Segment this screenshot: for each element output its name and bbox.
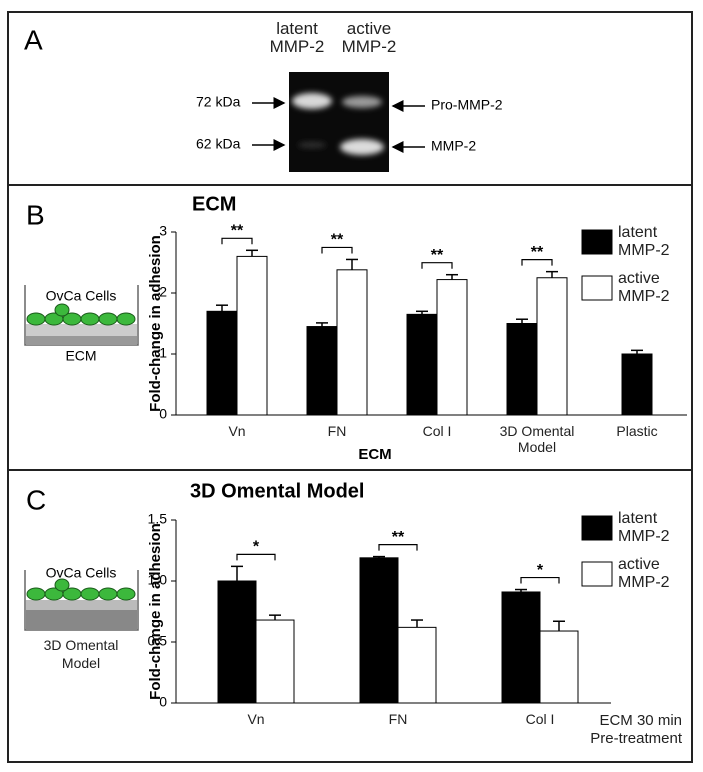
- bar: [306, 326, 338, 416]
- bar: [506, 323, 538, 416]
- significance-bracket: [421, 262, 453, 269]
- y-tick-label: 0: [159, 694, 167, 710]
- x-tick-label: 3D Omental Model: [499, 423, 575, 455]
- y-tick-label: 3: [159, 223, 167, 239]
- bar: [255, 619, 295, 704]
- significance-label: **: [431, 247, 444, 264]
- error-bar: [216, 304, 228, 312]
- bar: [536, 277, 568, 416]
- error-bar: [515, 588, 527, 592]
- y-tick-label: 0: [159, 406, 167, 422]
- error-bar: [231, 565, 243, 581]
- inset-label: OvCa Cells: [46, 565, 117, 581]
- error-bar: [546, 270, 558, 278]
- bar: [236, 255, 268, 416]
- legend-swatch: [581, 515, 613, 541]
- legend-label: latent MMP-2: [618, 224, 670, 259]
- y-tick-label: 2: [159, 284, 167, 300]
- panel-label: A: [24, 24, 43, 55]
- significance-label: **: [531, 244, 544, 261]
- inset-label: OvCa Cells: [46, 288, 117, 304]
- legend-swatch: [581, 561, 613, 587]
- x-tick-label: FN: [388, 711, 408, 727]
- error-bar: [631, 349, 643, 354]
- chart-title: 3D Omental Model: [190, 480, 364, 502]
- y-tick-label: 0.5: [148, 633, 168, 649]
- bar: [621, 353, 653, 416]
- y-tick-label: 1.5: [148, 511, 168, 527]
- significance-bracket: [378, 544, 418, 551]
- error-bar: [516, 318, 528, 324]
- error-bar: [553, 620, 565, 632]
- error-bar: [316, 322, 328, 327]
- bar: [206, 310, 238, 416]
- chart-title: ECM: [192, 193, 236, 215]
- kda-label: 72 kDa: [196, 94, 241, 110]
- x-tick-label: Vn: [228, 423, 246, 439]
- frame: [7, 11, 693, 763]
- blot: [289, 72, 389, 172]
- y-axis-label: Fold-change in adhesion: [147, 523, 164, 700]
- x-axis-label: ECM: [358, 446, 391, 463]
- error-bar: [346, 258, 358, 270]
- error-bar: [411, 619, 423, 628]
- band-label: MMP-2: [431, 138, 476, 154]
- inset-diagram: [24, 285, 139, 346]
- bar: [217, 580, 257, 704]
- panel-label: C: [26, 484, 46, 515]
- bar: [359, 557, 399, 704]
- x-tick-label: Col I: [422, 423, 452, 439]
- bar: [406, 313, 438, 416]
- x-axis-label: ECM 30 min Pre-treatment: [590, 712, 682, 747]
- x-tick-label: Vn: [247, 711, 265, 727]
- error-bar: [446, 273, 458, 280]
- lane-label: active MMP-2: [341, 19, 397, 56]
- panel-label: B: [26, 199, 45, 230]
- significance-bracket: [520, 576, 560, 584]
- bar: [397, 626, 437, 704]
- bar: [436, 279, 468, 416]
- significance-bracket: [321, 246, 353, 254]
- x-tick-label: Col I: [525, 711, 555, 727]
- band-label: Pro-MMP-2: [431, 97, 503, 113]
- legend-swatch: [581, 229, 613, 255]
- lane-label: latent MMP-2: [269, 19, 325, 56]
- x-tick-label: FN: [327, 423, 347, 439]
- significance-bracket: [221, 237, 253, 245]
- y-tick-label: 1.0: [148, 572, 168, 588]
- error-bar: [416, 310, 428, 315]
- legend-label: latent MMP-2: [618, 510, 670, 545]
- legend-label: active MMP-2: [618, 270, 670, 305]
- significance-bracket: [521, 259, 553, 266]
- y-axis-label: Fold-change in adhesion: [147, 235, 164, 412]
- y-tick-label: 1: [159, 345, 167, 361]
- blot-bands: [292, 93, 384, 155]
- bar: [501, 591, 541, 704]
- significance-label: **: [231, 223, 244, 240]
- bar: [336, 269, 368, 416]
- error-bar: [246, 249, 258, 257]
- error-bar: [373, 555, 385, 558]
- significance-label: *: [537, 562, 544, 579]
- legend-swatch: [581, 275, 613, 301]
- significance-label: **: [392, 529, 405, 546]
- significance-bracket: [236, 553, 276, 561]
- legend-label: active MMP-2: [618, 556, 670, 591]
- error-bar: [269, 614, 281, 621]
- significance-label: **: [331, 232, 344, 249]
- kda-label: 62 kDa: [196, 136, 241, 152]
- significance-label: *: [253, 539, 260, 556]
- inset-diagram: [24, 570, 139, 631]
- x-tick-label: Plastic: [616, 423, 658, 439]
- inset-label: ECM: [65, 348, 96, 364]
- inset-label: 3D Omental Model: [43, 637, 119, 671]
- bar: [539, 630, 579, 704]
